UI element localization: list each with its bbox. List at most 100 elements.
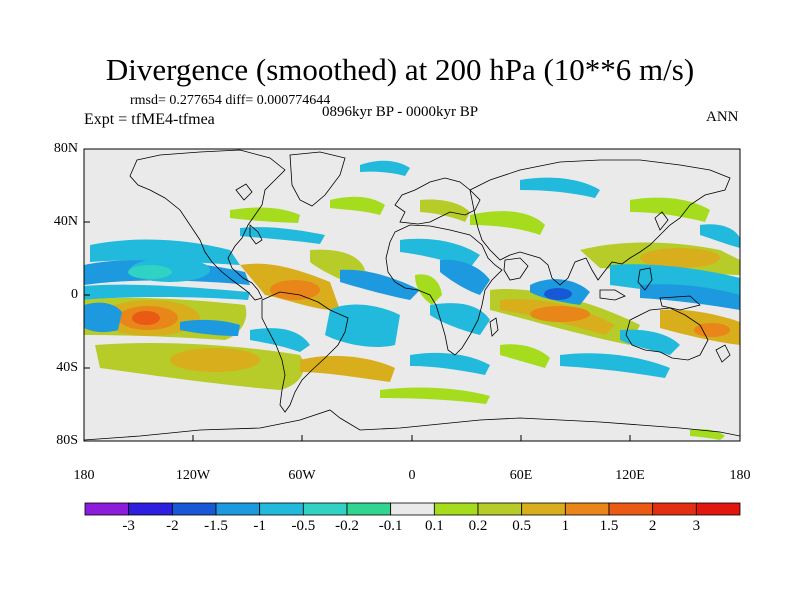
field-patch [420,199,470,222]
colorbar-label: 3 [692,518,701,534]
field-patch [520,177,600,198]
colorbar-swatch [608,502,654,516]
field-patch [470,211,545,235]
coastline [469,159,731,286]
field-patch [180,319,240,336]
rmsd-diff-stats: rmsd= 0.277654 diff= 0.000774644 [130,93,331,108]
lat-label-80n: 80N [53,141,78,156]
coastline [249,224,263,245]
coastline [715,344,731,363]
colorbar-swatch [259,502,304,516]
field-patch [300,355,395,382]
coastline [503,257,529,281]
colorbar-swatch [695,502,741,516]
map-title: Divergence (smoothed) at 200 hPa (10**6 … [105,52,695,87]
divergence-field [84,160,740,440]
lat-label-80s: 80S [56,433,78,448]
colorbar-label: -0.1 [378,518,403,534]
lat-label-40n: 40N [53,214,78,229]
field-patch [170,348,260,372]
lat-label-0: 0 [71,287,78,302]
colorbar-swatch [215,502,261,516]
season-label: ANN [706,109,739,125]
colorbar-label: -0.5 [291,518,316,534]
colorbar-swatch [477,502,523,516]
coastline [261,291,349,413]
colorbar-label: 0.2 [468,518,488,534]
colorbar-swatch [390,502,435,516]
field-patch [630,197,710,222]
colorbar-label: 1.5 [599,518,619,534]
lon-label-120e: 120E [615,468,645,483]
field-patch [400,238,480,268]
coastline [654,211,669,231]
field-patch [360,160,410,176]
map-panel [83,148,741,442]
colorbar-swatch [171,502,217,516]
colorbar-swatch [302,502,348,516]
colorbar-label: -2 [166,518,179,534]
colorbar-label: 1 [561,518,570,534]
colorbar-label: 0.1 [424,518,444,534]
field-patch [694,323,730,337]
field-patch [84,302,122,333]
coastline [289,151,346,207]
field-patch [640,248,720,268]
field-patch [132,311,160,325]
field-patch [620,329,680,355]
lon-label-60w: 60W [288,468,316,483]
field-patch [560,353,670,378]
experiment-label: Expt = tfME4-tfmea [84,111,215,128]
coastline [625,307,709,361]
colorbar-swatch [84,502,130,516]
coastline [659,295,701,311]
field-patch [270,280,320,300]
colorbar-label: -1 [253,518,266,534]
coastline [84,409,740,441]
field-patch [640,284,740,310]
field-patch [330,196,385,215]
field-patch [530,306,590,322]
axis-ticks [83,148,741,442]
field-patch [544,288,572,300]
coastline [599,289,626,301]
lat-label-40s: 40S [56,360,78,375]
field-patch [500,344,550,368]
colorbar-swatch [521,502,566,516]
field-patch [128,265,172,279]
coastline [637,267,653,291]
field-patch [440,259,490,295]
field-patch [240,227,325,244]
field-patch [700,224,740,248]
coastlines [84,149,740,441]
lon-label-180w: 180 [73,468,95,483]
colorbar-label: -0.2 [335,518,359,534]
coastline [129,149,286,301]
field-patch [84,284,250,300]
colorbar-swatch [564,502,610,516]
field-patch [415,274,442,305]
colorbar-label: -3 [122,518,135,534]
field-patch [230,207,300,223]
field-patch [250,328,310,352]
lon-label-120w: 120W [175,468,211,483]
coastline [235,183,253,201]
colorbar-label: 2 [648,518,657,534]
field-patch [410,352,490,375]
lon-label-180e: 180 [729,468,751,483]
colorbar-swatch [652,502,697,516]
colorbar-swatch [128,502,173,516]
colorbar-swatch [433,502,479,516]
coastline [385,224,503,356]
period-label: 0896kyr BP - 0000kyr BP [322,104,479,120]
field-patch [340,269,420,300]
colorbar [84,502,741,516]
colorbar-swatch [346,502,392,516]
field-patch [380,387,490,404]
field-patch [325,304,400,347]
lon-label-60e: 60E [509,468,533,483]
field-patch [430,303,490,335]
colorbar-label: -1.5 [204,518,228,534]
coastline [489,317,499,337]
